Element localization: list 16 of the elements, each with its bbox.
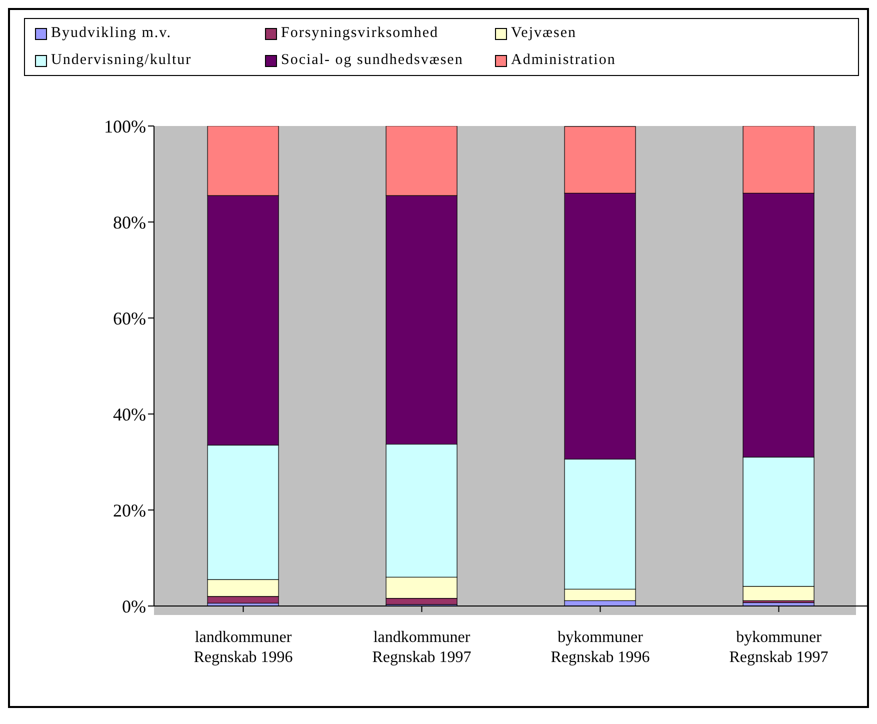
- legend-label: Social- og sundhedsvæsen: [281, 52, 464, 69]
- y-tick-label: 20%: [113, 500, 146, 520]
- y-tick-label: 80%: [113, 212, 146, 232]
- x-tick-label: bykommuner Regnskab 1997: [729, 629, 828, 666]
- x-tick-label: landkommuner Regnskab 1997: [372, 629, 472, 666]
- x-tick-label: bykommuner Regnskab 1996: [550, 629, 650, 666]
- x-tick-label: landkommuner Regnskab 1996: [194, 629, 293, 666]
- y-tick-label: 40%: [113, 404, 146, 424]
- legend-label: Vejvæsen: [511, 25, 576, 42]
- legend-label: Undervisning/kultur: [51, 52, 192, 69]
- y-tick-label: 100%: [104, 116, 146, 136]
- legend-label: Administration: [511, 52, 616, 69]
- legend-label: Byudvikling m.v.: [51, 25, 172, 42]
- y-tick-label: 0%: [122, 596, 146, 616]
- y-tick-label: 60%: [113, 308, 146, 328]
- legend-label: Forsyningsvirksomhed: [281, 25, 439, 42]
